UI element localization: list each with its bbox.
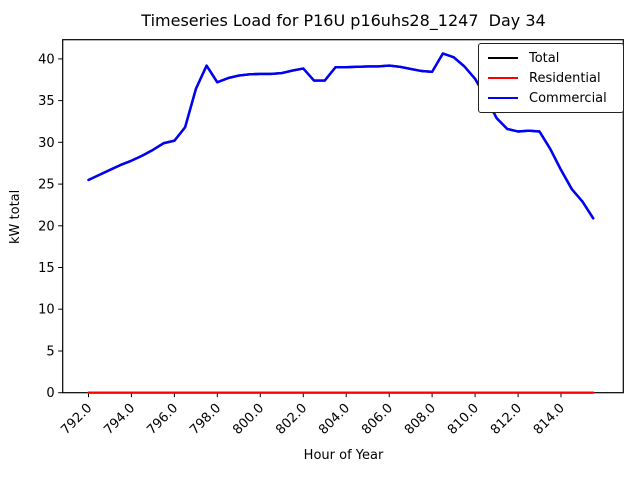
legend-item-commercial: Commercial — [488, 88, 614, 108]
x-tick-label: 798.0 — [187, 401, 224, 438]
legend-label-residential: Residential — [529, 70, 601, 86]
y-tick-label: 40 — [38, 52, 55, 67]
x-tick-label: 792.0 — [58, 401, 95, 438]
y-tick-label: 25 — [38, 178, 55, 193]
x-tick-label: 806.0 — [359, 401, 396, 438]
total-line-swatch — [488, 56, 518, 60]
legend-item-total: Total — [488, 48, 614, 68]
x-tick-label: 802.0 — [273, 401, 310, 438]
series-line-commercial — [87, 52, 595, 220]
y-tick-label: 5 — [46, 345, 54, 360]
chart-title: Timeseries Load for P16U p16uhs28_1247 D… — [141, 11, 546, 30]
legend-label-commercial: Commercial — [529, 90, 607, 106]
y-axis-label: kW total — [8, 189, 23, 244]
x-tick-label: 794.0 — [101, 401, 138, 438]
y-tick-label: 10 — [38, 303, 55, 318]
legend-label-total: Total — [529, 50, 560, 66]
residential-line-swatch — [488, 76, 518, 80]
x-tick-label: 800.0 — [230, 401, 267, 438]
x-tick-label: 796.0 — [144, 401, 181, 438]
y-tick-label: 35 — [38, 94, 55, 109]
legend: Total Residential Commercial — [478, 43, 624, 113]
x-axis-label: Hour of Year — [303, 448, 384, 463]
commercial-line-swatch — [488, 96, 518, 100]
y-tick-label: 30 — [38, 136, 55, 151]
x-tick-label: 804.0 — [316, 401, 353, 438]
x-tick-label: 808.0 — [402, 401, 439, 438]
y-tick-label: 0 — [46, 386, 54, 401]
x-tick-label: 814.0 — [531, 401, 568, 438]
legend-item-residential: Residential — [488, 68, 614, 88]
y-tick-label: 20 — [38, 219, 55, 234]
y-tick-label: 15 — [38, 261, 55, 276]
x-tick-label: 810.0 — [445, 401, 482, 438]
x-tick-label: 812.0 — [488, 401, 525, 438]
